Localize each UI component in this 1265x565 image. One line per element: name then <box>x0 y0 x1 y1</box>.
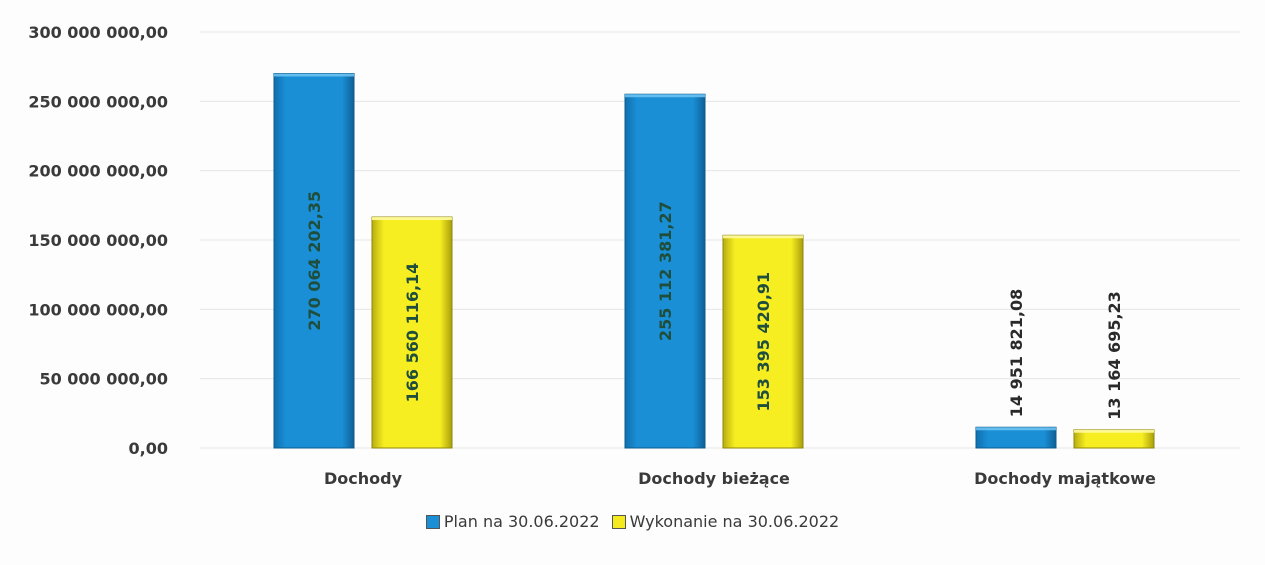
legend-swatch-plan <box>425 514 440 529</box>
bar-top-highlight <box>976 427 1056 431</box>
legend-swatch-wykonanie <box>611 514 626 529</box>
y-tick-label: 200 000 000,00 <box>28 162 168 181</box>
data-label: 13 164 695,23 <box>1105 291 1124 420</box>
x-axis: Dochody Dochody bieżące Dochody majątkowe <box>324 469 1156 488</box>
data-label: 270 064 202,35 <box>305 191 324 331</box>
y-tick-label: 100 000 000,00 <box>28 300 168 319</box>
gridlines <box>200 31 1240 449</box>
bar-top-highlight <box>625 94 705 98</box>
legend: Plan na 30.06.2022 Wykonanie na 30.06.20… <box>0 512 1265 531</box>
data-label: 153 395 420,91 <box>754 272 773 412</box>
legend-label-wykonanie: Wykonanie na 30.06.2022 <box>629 512 840 531</box>
data-label: 166 560 116,14 <box>403 263 422 403</box>
y-tick-label: 50 000 000,00 <box>39 370 168 389</box>
bar-wykonanie-1 <box>722 234 804 449</box>
bar-top-highlight <box>1074 429 1154 433</box>
bars: 270 064 202,35 166 560 116,14 255 112 381,… <box>273 73 1155 449</box>
bar-plan-0 <box>273 73 355 449</box>
bar-plan-2 <box>975 426 1057 449</box>
bar-chart: 0,00 50 000 000,00 100 000 000,00 150 000 0… <box>28 23 1240 488</box>
legend-label-plan: Plan na 30.06.2022 <box>443 512 600 531</box>
y-tick-label: 0,00 <box>129 439 168 458</box>
y-tick-label: 150 000 000,00 <box>28 231 168 250</box>
y-tick-label: 250 000 000,00 <box>28 92 168 111</box>
bar-top-highlight <box>723 235 803 239</box>
bar-top-highlight <box>274 73 354 77</box>
bar-top-highlight <box>372 217 452 221</box>
x-category-label: Dochody <box>324 469 403 488</box>
bar-plan-1 <box>624 93 706 449</box>
data-label: 14 951 821,08 <box>1007 289 1026 418</box>
data-label: 255 112 381,27 <box>656 201 675 341</box>
legend-item-wykonanie: Wykonanie na 30.06.2022 <box>611 512 840 531</box>
bar-wykonanie-0 <box>371 216 453 449</box>
y-tick-label: 300 000 000,00 <box>28 23 168 42</box>
x-category-label: Dochody majątkowe <box>974 469 1156 488</box>
y-axis: 0,00 50 000 000,00 100 000 000,00 150 000 0… <box>28 23 168 458</box>
x-category-label: Dochody bieżące <box>638 469 790 488</box>
legend-item-plan: Plan na 30.06.2022 <box>425 512 600 531</box>
